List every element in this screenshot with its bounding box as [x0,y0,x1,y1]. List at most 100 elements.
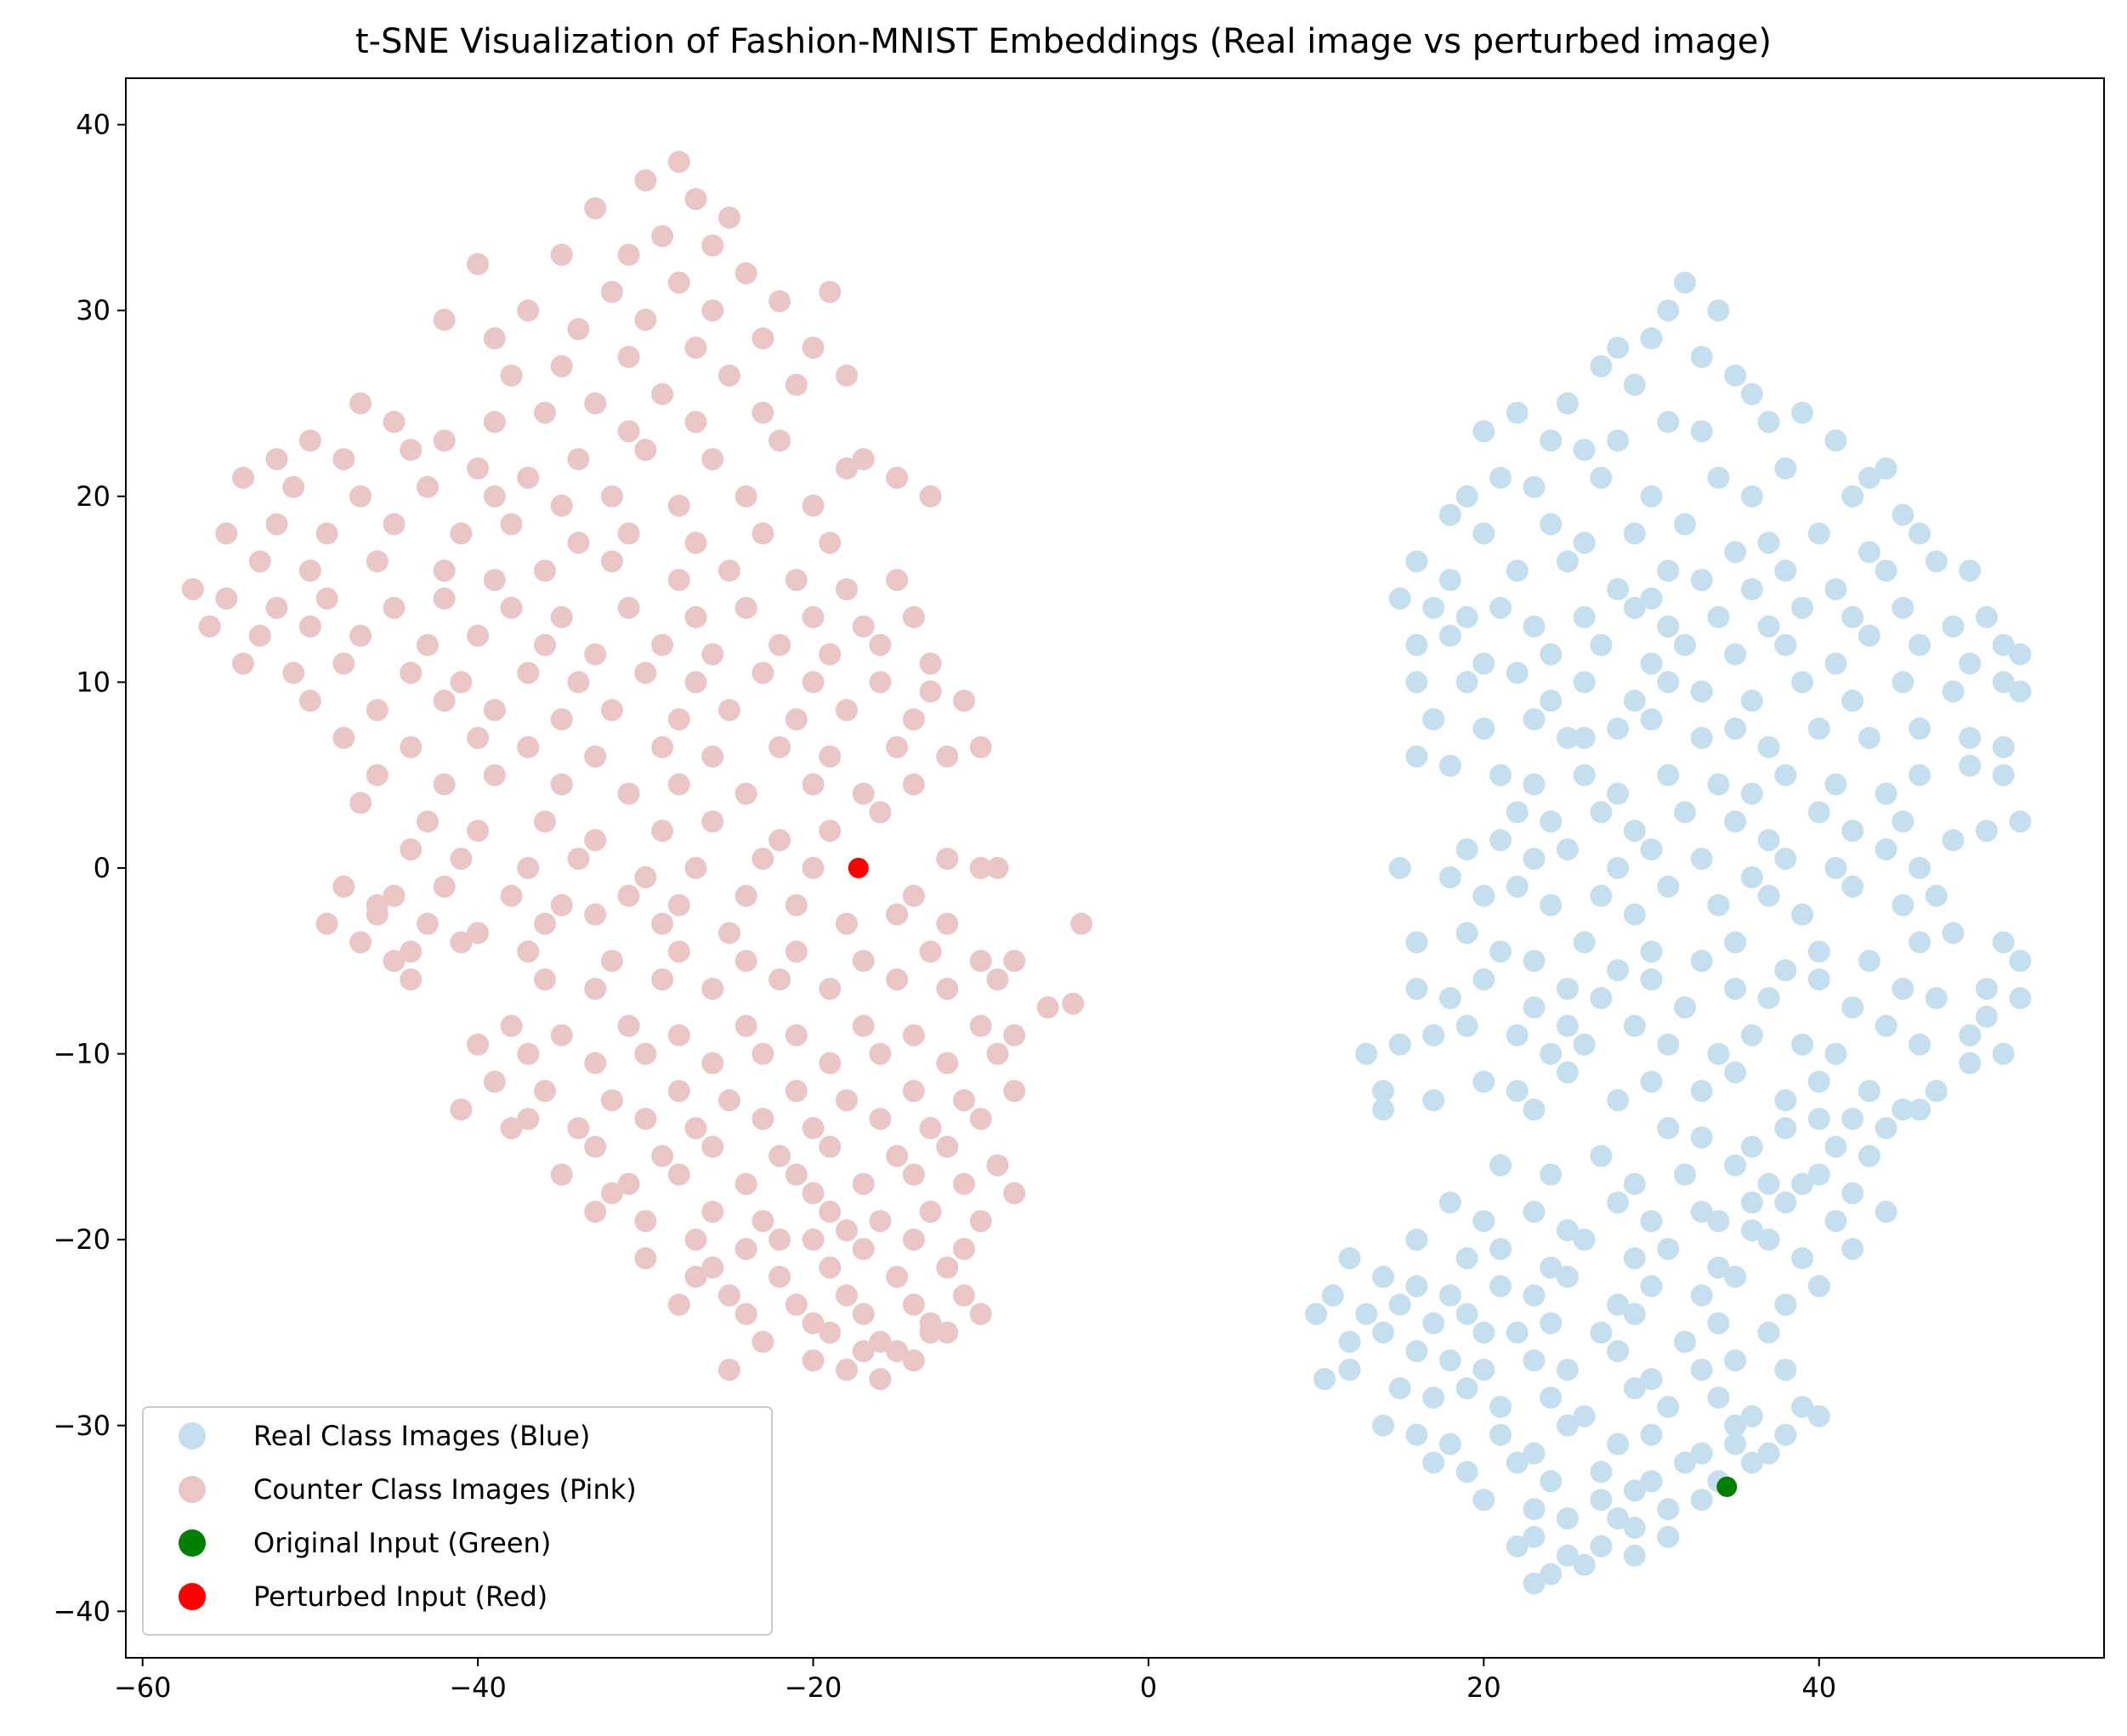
data-point [181,578,204,601]
data-point [1858,1080,1880,1103]
data-point [869,801,892,824]
data-point [500,364,523,387]
data-point [517,1042,540,1065]
data-point [886,735,909,758]
data-point [701,978,724,1001]
data-point [1640,708,1663,731]
data-point [886,1340,909,1363]
data-point [1506,661,1529,684]
data-point [819,1321,842,1344]
data-point [752,522,774,545]
data-point [1455,1461,1478,1484]
x-tick-label: 20 [1466,1671,1501,1704]
data-point [785,569,808,592]
data-point [1321,1284,1344,1307]
data-point [848,858,869,878]
y-tick-label: −40 [53,1595,111,1627]
data-point [383,950,406,973]
data-point [1062,992,1085,1015]
data-point [651,968,674,991]
data-point [869,1108,892,1131]
data-point [248,624,271,647]
data-point [651,735,674,758]
data-point [718,1284,740,1307]
data-point [718,699,740,722]
axes: −60 −40 −20 0 20 40 −40 −30 −20 −10 0 10 20 30 40 [53,109,1836,1704]
data-point [1724,1432,1747,1455]
data-point [400,661,423,684]
data-point [1388,1293,1411,1316]
data-point [1438,754,1461,777]
data-point [769,1265,791,1288]
data-point [1774,559,1797,582]
data-point [617,243,640,266]
data-point [1824,857,1847,879]
data-point [1355,1302,1378,1325]
data-point [1422,1089,1445,1112]
data-point [550,243,573,266]
data-point [1774,959,1797,982]
data-point [701,1200,724,1223]
data-point [1338,1247,1361,1270]
data-point [550,1024,573,1047]
x-tick-label: −60 [114,1671,172,1704]
data-point [936,1256,959,1279]
data-point [1405,931,1428,954]
data-point [1724,1414,1747,1437]
data-point [1523,475,1546,498]
data-point [718,559,740,582]
data-point [902,1349,925,1372]
data-point [1892,1098,1914,1121]
data-point [1422,1024,1445,1047]
data-point [667,1163,690,1186]
data-point [735,596,757,619]
data-point [1388,1033,1411,1056]
data-point [1925,987,1948,1010]
data-point [1438,1191,1461,1214]
data-point [785,1163,808,1186]
data-point [1791,903,1814,926]
data-point [1003,1080,1026,1103]
data-point [902,1024,925,1047]
data-point [802,336,825,359]
data-point [1540,1563,1563,1586]
data-point [1824,429,1847,452]
plot-area [181,150,2032,1595]
data-point [500,596,523,619]
data-point [1523,773,1546,796]
data-point [1791,596,1814,619]
data-point [852,1172,875,1195]
data-point [769,429,791,452]
data-point [819,1200,842,1223]
data-point [1774,633,1797,656]
data-point [1858,466,1880,489]
data-point [752,327,774,350]
data-point [752,1330,774,1353]
data-point [852,782,875,805]
data-point [1724,1154,1747,1177]
data-point [969,1014,992,1037]
data-point [1388,857,1411,879]
data-point [1807,1163,1830,1186]
data-point [1909,763,1931,786]
data-point [1438,865,1461,888]
legend-label: Counter Class Images (Pink) [253,1473,637,1506]
data-point [1506,559,1529,582]
data-point [1540,894,1563,916]
data-point [483,411,506,434]
data-point [1690,420,1713,443]
data-point [1372,1414,1395,1437]
data-point [1858,1144,1880,1167]
data-point [1372,1321,1395,1344]
data-point [701,745,724,768]
data-point [1740,1219,1763,1242]
data-point [1590,801,1613,824]
data-point [433,559,456,582]
data-point [886,968,909,991]
data-point [1807,1274,1830,1297]
data-point [1640,327,1663,350]
data-point [1422,1451,1445,1474]
data-point [584,392,607,415]
data-point [969,1108,992,1131]
